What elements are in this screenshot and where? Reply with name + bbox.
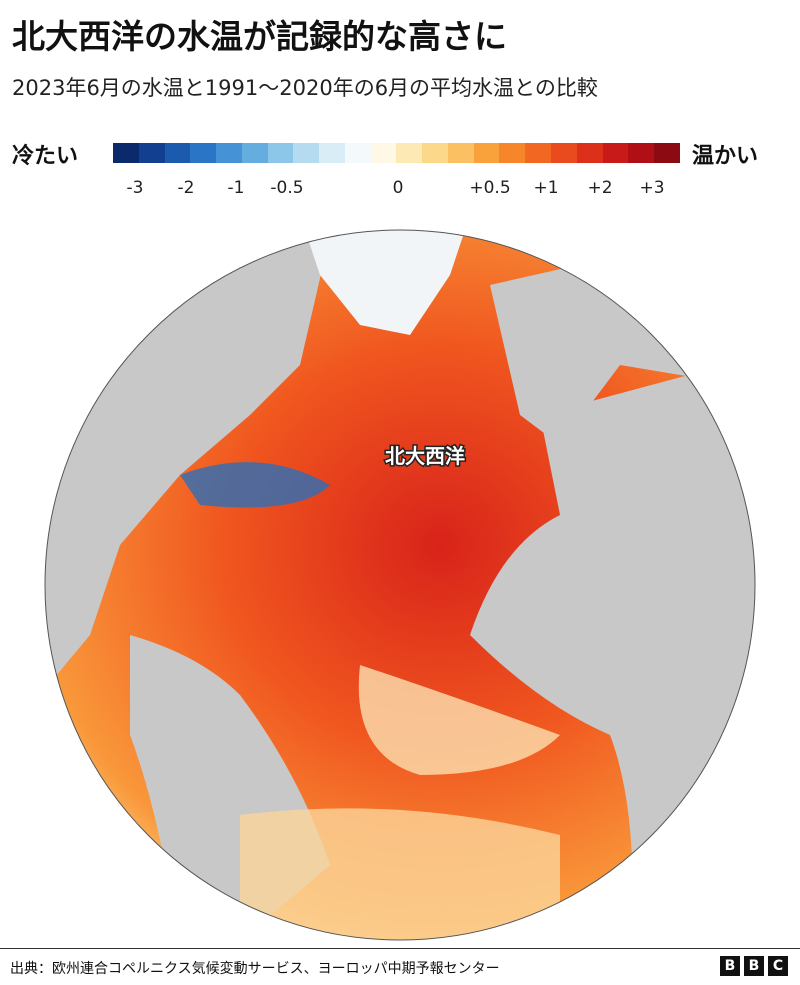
color-swatch (190, 143, 217, 163)
color-swatch (164, 143, 191, 163)
color-swatch (447, 143, 474, 163)
color-swatch (344, 143, 371, 163)
subtitle: 2023年6月の水温と1991～2020年の6月の平均水温との比較 (12, 76, 598, 100)
tick-label: +0.5 (469, 178, 511, 198)
source: 出典：欧州連合コペルニクス気候変動サービス、ヨーロッパ中期予報センター (10, 961, 500, 977)
color-swatch (241, 143, 268, 163)
title: 北大西洋の水温が記録的な高さに (12, 17, 507, 56)
color-swatch (293, 143, 320, 163)
color-swatch (654, 143, 680, 163)
logo-letter: B (744, 956, 764, 976)
tick-label: -3 (126, 178, 144, 198)
cold-label: 冷たい (12, 144, 79, 169)
footer-rule (0, 948, 800, 949)
color-bar (113, 143, 680, 163)
color-swatch (551, 143, 577, 163)
tick-label: -1 (227, 178, 245, 198)
map-label: 北大西洋 (385, 444, 465, 468)
color-swatch (138, 143, 165, 163)
color-swatch (576, 143, 603, 163)
color-swatch (525, 143, 552, 163)
color-swatch (370, 143, 397, 163)
tick-label: -2 (177, 178, 195, 198)
tick-label: -0.5 (270, 178, 304, 198)
logo-letter: C (768, 956, 788, 976)
tick-label: +2 (587, 178, 613, 198)
color-swatch (602, 143, 629, 163)
color-swatch (499, 143, 526, 163)
tick-label: 0 (392, 178, 404, 198)
globe: 北大西洋 (44, 229, 756, 941)
tick-label: +1 (533, 178, 559, 198)
logo-letter: B (720, 956, 740, 976)
color-swatch (473, 143, 500, 163)
color-swatch (113, 143, 139, 163)
color-swatch (422, 143, 448, 163)
tick-label: +3 (639, 178, 665, 198)
color-swatch (319, 143, 345, 163)
color-swatch (267, 143, 294, 163)
color-swatch (216, 143, 242, 163)
warm-label: 温かい (692, 144, 759, 169)
color-swatch (396, 143, 423, 163)
color-swatch (628, 143, 655, 163)
